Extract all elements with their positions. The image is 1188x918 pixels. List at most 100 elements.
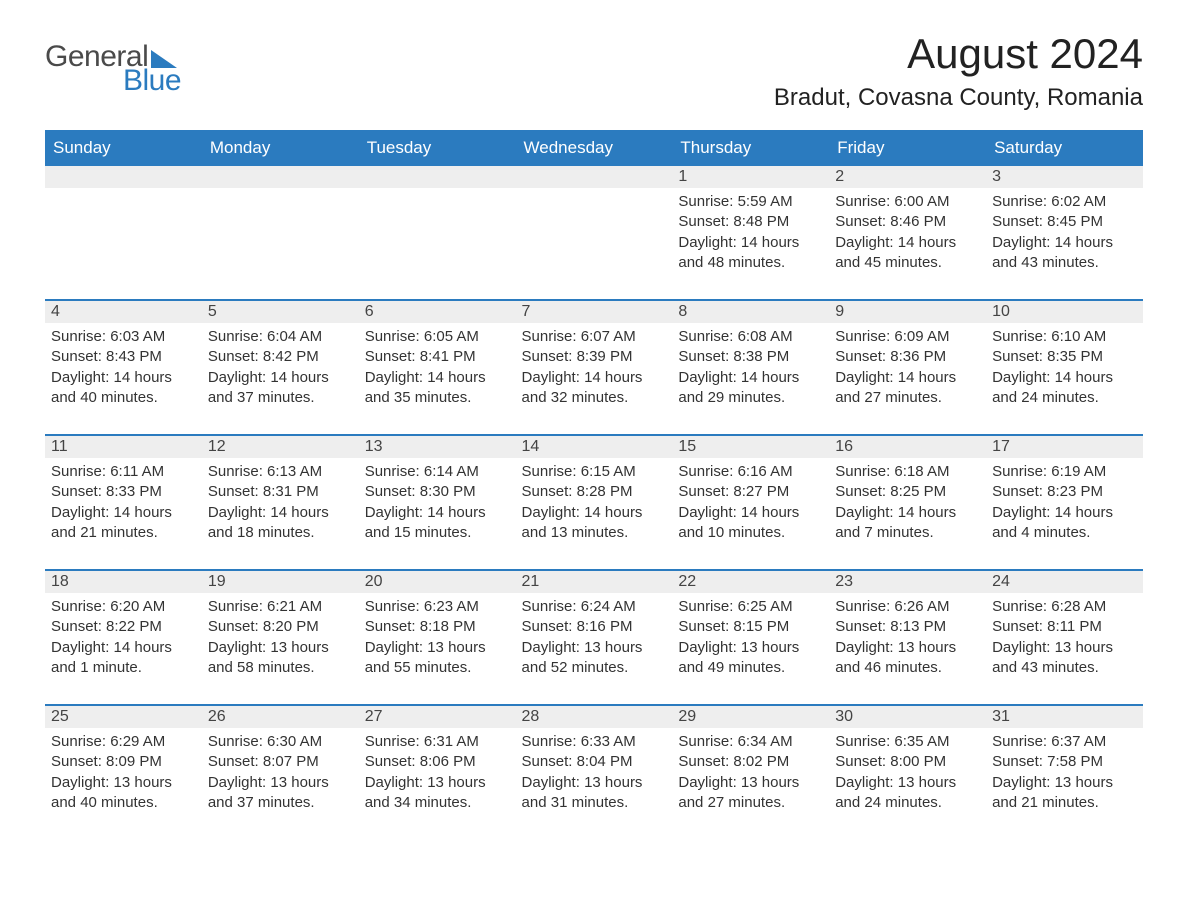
daylight-line: Daylight: 14 hours and 15 minutes.: [365, 503, 510, 544]
day-number: 24: [986, 569, 1143, 593]
daylight-line: Daylight: 13 hours and 43 minutes.: [992, 638, 1137, 679]
daylight-label: Daylight:: [835, 504, 898, 521]
sunset-value: 8:31 PM: [263, 483, 319, 500]
day-number-bar-empty: [45, 164, 202, 188]
day-body: Sunrise: 5:59 AMSunset: 8:48 PMDaylight:…: [672, 188, 829, 281]
sunset-label: Sunset:: [835, 348, 890, 365]
page-header: General Blue August 2024 Bradut, Covasna…: [45, 30, 1143, 112]
daylight-line: Daylight: 14 hours and 21 minutes.: [51, 503, 196, 544]
daylight-label: Daylight:: [365, 774, 428, 791]
sunset-line: Sunset: 8:36 PM: [835, 347, 980, 367]
sunrise-label: Sunrise:: [678, 598, 737, 615]
sunrise-value: 6:28 AM: [1051, 598, 1106, 615]
sunrise-label: Sunrise:: [365, 328, 424, 345]
sunset-line: Sunset: 8:09 PM: [51, 752, 196, 772]
sunset-line: Sunset: 8:11 PM: [992, 617, 1137, 637]
sunset-value: 8:43 PM: [106, 348, 162, 365]
day-number: 3: [986, 164, 1143, 188]
daylight-label: Daylight:: [208, 639, 271, 656]
sunset-line: Sunset: 8:48 PM: [678, 212, 823, 232]
day-body: Sunrise: 6:25 AMSunset: 8:15 PMDaylight:…: [672, 593, 829, 686]
calendar-cell: 15Sunrise: 6:16 AMSunset: 8:27 PMDayligh…: [672, 434, 829, 569]
sunset-value: 8:09 PM: [106, 753, 162, 770]
day-body: Sunrise: 6:15 AMSunset: 8:28 PMDaylight:…: [516, 458, 673, 551]
day-body: Sunrise: 6:07 AMSunset: 8:39 PMDaylight:…: [516, 323, 673, 416]
daylight-line: Daylight: 14 hours and 45 minutes.: [835, 233, 980, 274]
sunrise-label: Sunrise:: [51, 328, 110, 345]
sunrise-line: Sunrise: 6:26 AM: [835, 597, 980, 617]
sunrise-label: Sunrise:: [365, 463, 424, 480]
calendar-cell: 18Sunrise: 6:20 AMSunset: 8:22 PMDayligh…: [45, 569, 202, 704]
brand-logo: General Blue: [45, 40, 181, 98]
sunrise-value: 5:59 AM: [738, 193, 793, 210]
calendar-week-row: 11Sunrise: 6:11 AMSunset: 8:33 PMDayligh…: [45, 434, 1143, 569]
sunset-value: 8:15 PM: [733, 618, 789, 635]
daylight-label: Daylight:: [522, 504, 585, 521]
sunset-line: Sunset: 8:16 PM: [522, 617, 667, 637]
sunset-value: 8:20 PM: [263, 618, 319, 635]
day-number: 8: [672, 299, 829, 323]
sunrise-label: Sunrise:: [678, 463, 737, 480]
day-number: 16: [829, 434, 986, 458]
daylight-line: Daylight: 14 hours and 24 minutes.: [992, 368, 1137, 409]
sunset-label: Sunset:: [678, 753, 733, 770]
daylight-label: Daylight:: [51, 369, 114, 386]
day-number: 2: [829, 164, 986, 188]
day-body: Sunrise: 6:05 AMSunset: 8:41 PMDaylight:…: [359, 323, 516, 416]
calendar-cell: 31Sunrise: 6:37 AMSunset: 7:58 PMDayligh…: [986, 704, 1143, 839]
month-title: August 2024: [774, 30, 1143, 78]
day-body: Sunrise: 6:19 AMSunset: 8:23 PMDaylight:…: [986, 458, 1143, 551]
sunset-label: Sunset:: [51, 483, 106, 500]
day-number: 18: [45, 569, 202, 593]
daylight-line: Daylight: 14 hours and 13 minutes.: [522, 503, 667, 544]
day-number: 27: [359, 704, 516, 728]
day-body: Sunrise: 6:23 AMSunset: 8:18 PMDaylight:…: [359, 593, 516, 686]
sunset-line: Sunset: 8:33 PM: [51, 482, 196, 502]
day-body: Sunrise: 6:30 AMSunset: 8:07 PMDaylight:…: [202, 728, 359, 821]
daylight-label: Daylight:: [678, 504, 741, 521]
day-number: 30: [829, 704, 986, 728]
sunrise-value: 6:33 AM: [581, 733, 636, 750]
day-number: 22: [672, 569, 829, 593]
day-body: Sunrise: 6:24 AMSunset: 8:16 PMDaylight:…: [516, 593, 673, 686]
day-body: Sunrise: 6:35 AMSunset: 8:00 PMDaylight:…: [829, 728, 986, 821]
sunset-value: 8:13 PM: [890, 618, 946, 635]
sunset-line: Sunset: 8:04 PM: [522, 752, 667, 772]
sunrise-label: Sunrise:: [51, 463, 110, 480]
sunrise-line: Sunrise: 6:15 AM: [522, 462, 667, 482]
day-body: Sunrise: 6:13 AMSunset: 8:31 PMDaylight:…: [202, 458, 359, 551]
daylight-line: Daylight: 14 hours and 43 minutes.: [992, 233, 1137, 274]
sunrise-label: Sunrise:: [835, 193, 894, 210]
daylight-label: Daylight:: [992, 234, 1055, 251]
sunset-value: 8:41 PM: [420, 348, 476, 365]
daylight-label: Daylight:: [522, 774, 585, 791]
day-body: Sunrise: 6:16 AMSunset: 8:27 PMDaylight:…: [672, 458, 829, 551]
sunrise-value: 6:11 AM: [110, 463, 164, 480]
day-number: 7: [516, 299, 673, 323]
sunrise-label: Sunrise:: [835, 328, 894, 345]
sunset-line: Sunset: 8:42 PM: [208, 347, 353, 367]
sunset-label: Sunset:: [835, 213, 890, 230]
sunrise-label: Sunrise:: [208, 328, 267, 345]
sunrise-value: 6:26 AM: [894, 598, 949, 615]
weekday-header: Wednesday: [516, 131, 673, 164]
day-number: 5: [202, 299, 359, 323]
daylight-line: Daylight: 13 hours and 49 minutes.: [678, 638, 823, 679]
sunset-label: Sunset:: [992, 753, 1047, 770]
sunset-value: 8:25 PM: [890, 483, 946, 500]
daylight-line: Daylight: 14 hours and 32 minutes.: [522, 368, 667, 409]
day-body: Sunrise: 6:08 AMSunset: 8:38 PMDaylight:…: [672, 323, 829, 416]
day-number: 10: [986, 299, 1143, 323]
sunrise-line: Sunrise: 6:16 AM: [678, 462, 823, 482]
daylight-line: Daylight: 14 hours and 40 minutes.: [51, 368, 196, 409]
sunrise-line: Sunrise: 6:07 AM: [522, 327, 667, 347]
calendar-week-row: 25Sunrise: 6:29 AMSunset: 8:09 PMDayligh…: [45, 704, 1143, 839]
sunset-value: 8:02 PM: [733, 753, 789, 770]
sunrise-line: Sunrise: 6:10 AM: [992, 327, 1137, 347]
sunrise-label: Sunrise:: [992, 733, 1051, 750]
sunrise-line: Sunrise: 6:25 AM: [678, 597, 823, 617]
calendar-cell: 6Sunrise: 6:05 AMSunset: 8:41 PMDaylight…: [359, 299, 516, 434]
daylight-label: Daylight:: [522, 369, 585, 386]
calendar-cell: 4Sunrise: 6:03 AMSunset: 8:43 PMDaylight…: [45, 299, 202, 434]
sunset-label: Sunset:: [992, 618, 1047, 635]
